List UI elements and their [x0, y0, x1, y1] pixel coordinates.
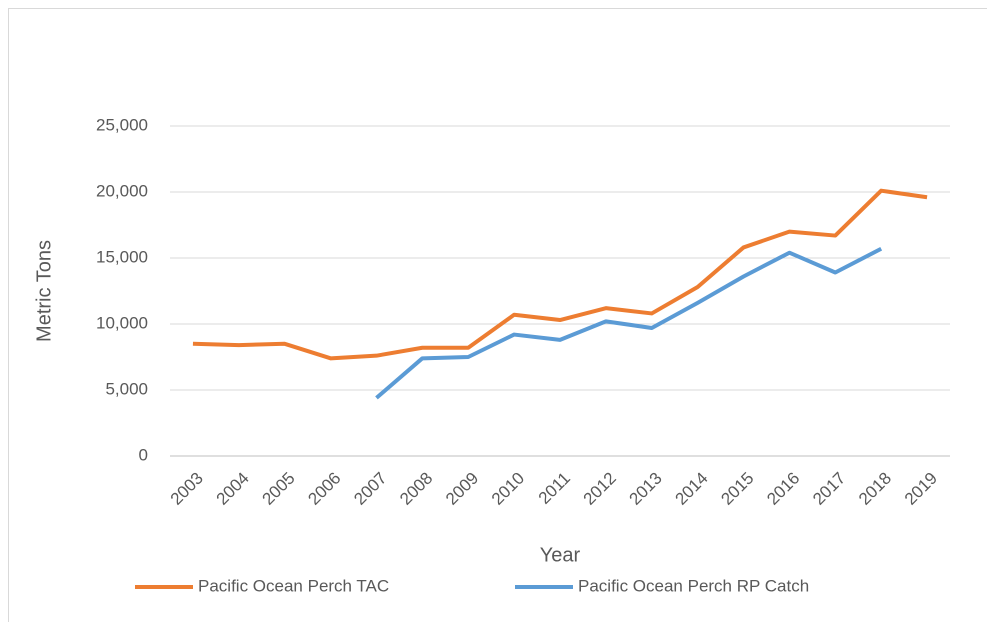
series-line: [375, 246, 883, 400]
legend-label: Pacific Ocean Perch RP Catch: [578, 576, 809, 595]
chart-frame: [8, 8, 987, 622]
x-tick-label: 2019: [901, 469, 941, 509]
x-tick-label: 2005: [259, 469, 299, 509]
x-tick-label: 2004: [213, 469, 253, 509]
x-tick-label: 2006: [304, 469, 344, 509]
y-axis-title: Metric Tons: [33, 240, 55, 342]
y-tick-label: 20,000: [96, 181, 148, 200]
x-tick-label: 2016: [763, 469, 803, 509]
x-tick-label: 2008: [396, 469, 436, 509]
x-tick-label: 2015: [717, 469, 757, 509]
y-tick-label: 10,000: [96, 313, 148, 332]
y-tick-label: 0: [139, 445, 148, 464]
x-tick-label: 2011: [535, 469, 574, 508]
x-tick-label: 2013: [626, 469, 666, 509]
x-tick-label: 2009: [442, 469, 482, 509]
x-tick-label: 2003: [167, 469, 207, 509]
y-tick-label: 25,000: [96, 115, 148, 134]
x-tick-label: 2010: [488, 469, 528, 509]
x-axis-title: Year: [540, 544, 581, 566]
x-tick-label: 2018: [855, 469, 895, 509]
x-tick-label: 2014: [671, 469, 711, 509]
x-tick-label: 2007: [350, 469, 390, 509]
series-line: [192, 188, 928, 361]
y-tick-label: 15,000: [96, 247, 148, 266]
x-tick-label: 2017: [809, 469, 849, 509]
legend-label: Pacific Ocean Perch TAC: [198, 576, 389, 595]
y-tick-label: 5,000: [105, 379, 148, 398]
x-tick-label: 2012: [580, 469, 620, 509]
